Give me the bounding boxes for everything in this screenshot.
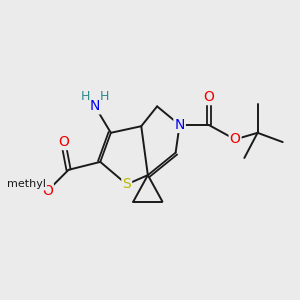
Text: N: N bbox=[90, 99, 100, 113]
Text: methyl: methyl bbox=[7, 179, 46, 189]
Text: H: H bbox=[100, 90, 109, 103]
Text: methyl: methyl bbox=[7, 179, 46, 189]
Text: H: H bbox=[81, 90, 90, 103]
Text: O: O bbox=[58, 135, 69, 149]
Text: O: O bbox=[42, 184, 53, 198]
Text: O: O bbox=[230, 132, 241, 146]
Text: O: O bbox=[203, 90, 214, 104]
Text: S: S bbox=[122, 177, 131, 191]
Text: methyl: methyl bbox=[26, 183, 31, 184]
Text: methyl: methyl bbox=[17, 183, 22, 184]
Text: N: N bbox=[174, 118, 185, 132]
